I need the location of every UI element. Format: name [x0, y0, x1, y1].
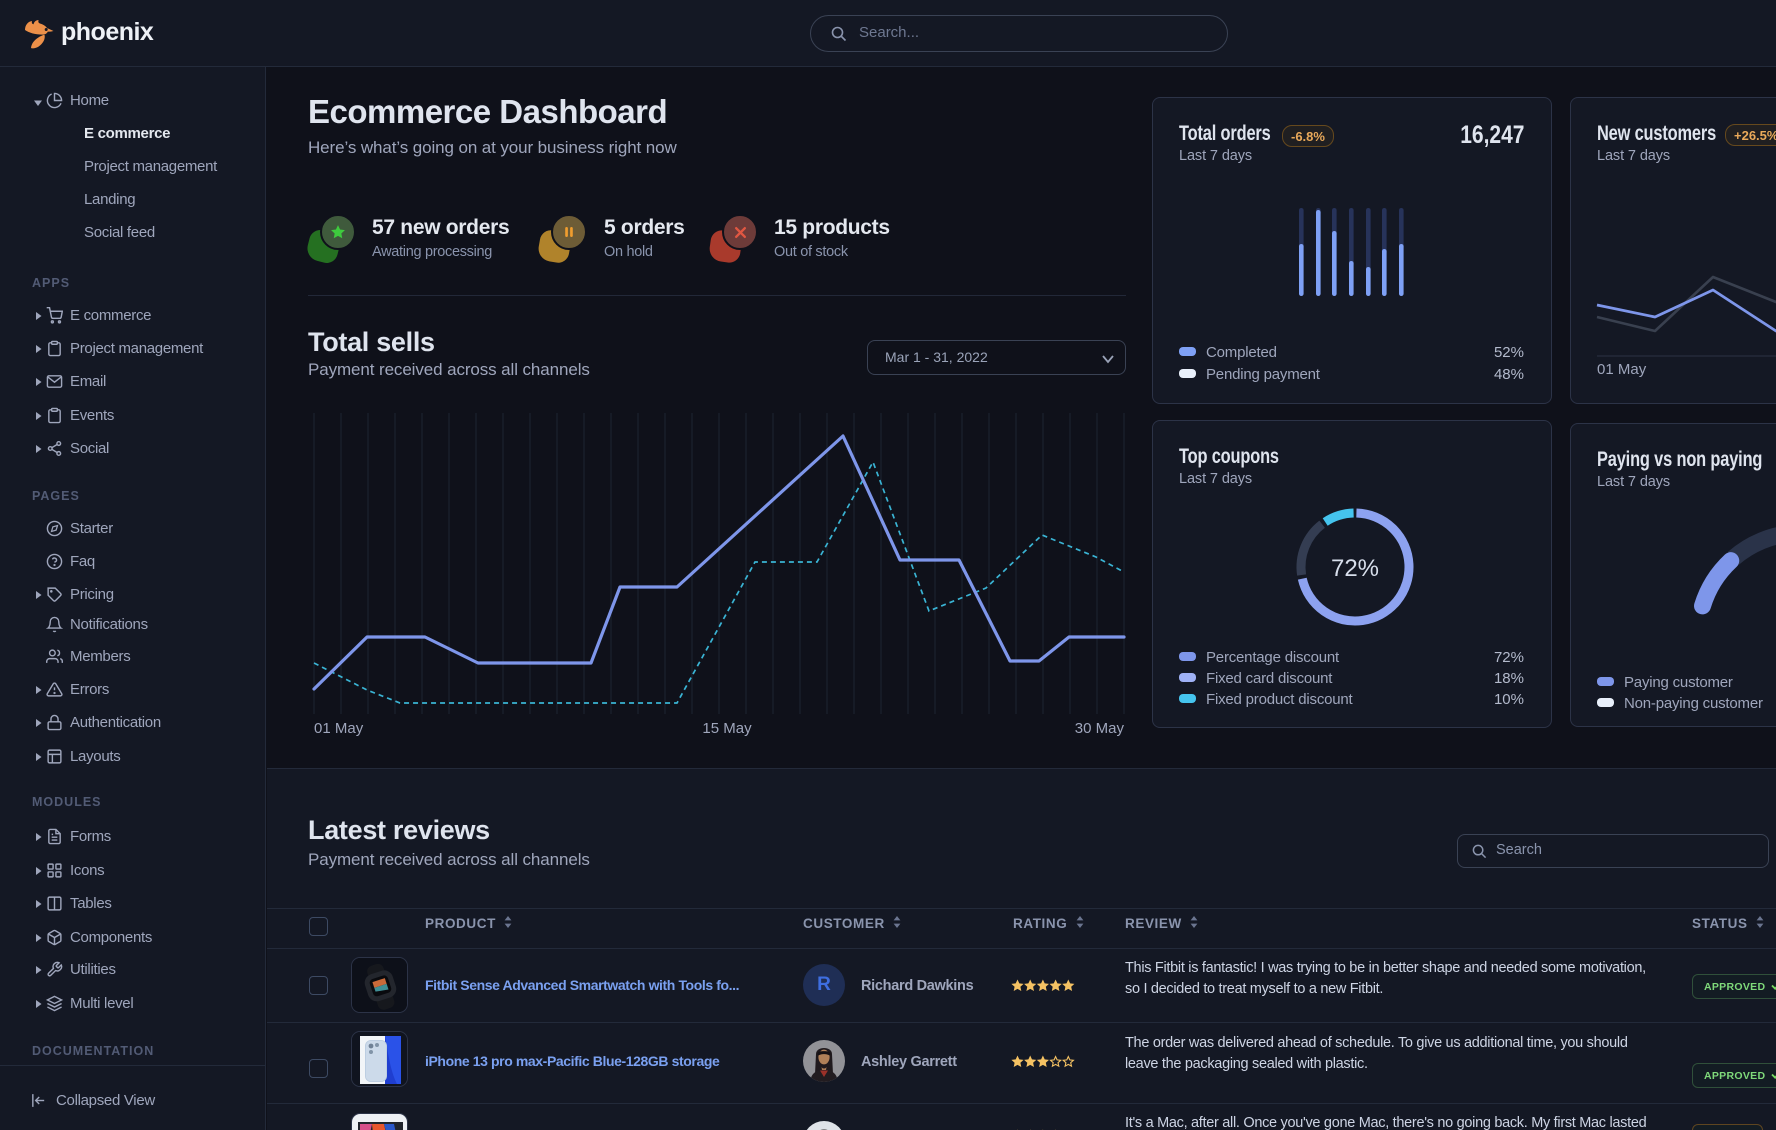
svg-text:01 May: 01 May — [1597, 361, 1647, 378]
svg-text:72%: 72% — [1331, 555, 1379, 582]
svg-text:15 May: 15 May — [702, 720, 752, 737]
svg-text:01 May: 01 May — [314, 720, 364, 737]
svg-text:30 May: 30 May — [1075, 720, 1125, 737]
